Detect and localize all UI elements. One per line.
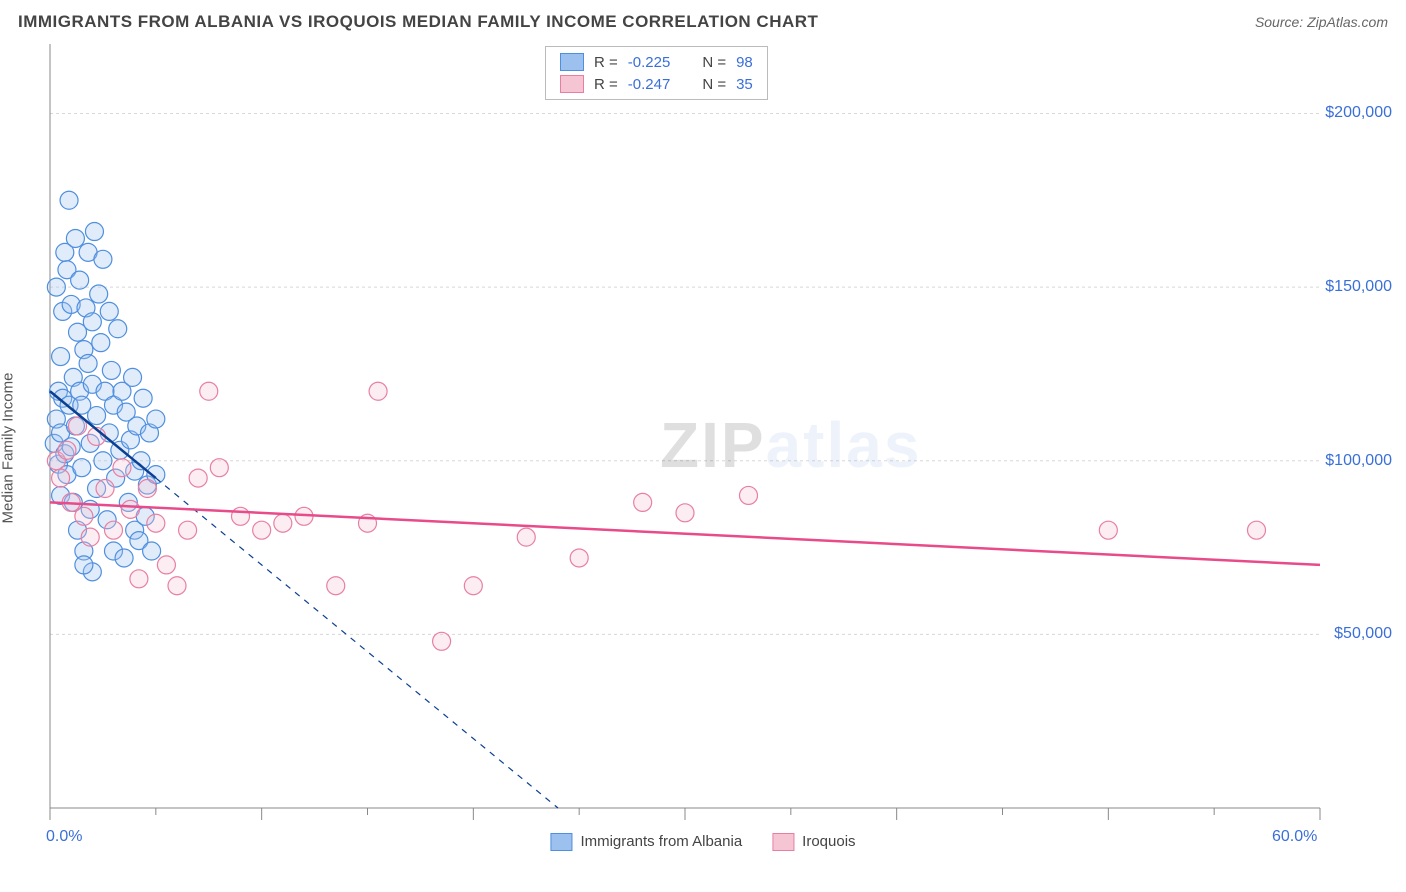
scatter-point [83,313,101,331]
x-tick-label-left: 0.0% [46,828,82,846]
scatter-point [79,354,97,372]
scatter-point [105,521,123,539]
r-label: R = [594,54,618,71]
scatter-point [109,320,127,338]
n-label: N = [702,76,726,93]
scatter-point [47,278,65,296]
scatter-point [138,480,156,498]
scatter-point [94,250,112,268]
scatter-point [274,514,292,532]
legend-item: Immigrants from Albania [550,833,742,851]
scatter-point [200,382,218,400]
scatter-point [81,528,99,546]
scatter-point [92,334,110,352]
legend: Immigrants from Albania Iroquois [550,826,855,858]
stats-box: R = -0.225 N = 98 R = -0.247 N = 35 [545,46,768,100]
scatter-point [60,191,78,209]
scatter-point [88,407,106,425]
scatter-point [130,570,148,588]
scatter-point [168,577,186,595]
scatter-point [327,577,345,595]
n-value: 35 [736,76,753,93]
scatter-point [210,459,228,477]
y-tick-label: $200,000 [1325,104,1392,122]
chart-header: IMMIGRANTS FROM ALBANIA VS IROQUOIS MEDI… [0,0,1406,38]
scatter-point [143,542,161,560]
scatter-point [102,361,120,379]
y-tick-label: $150,000 [1325,278,1392,296]
y-axis-title: Median Family Income [0,373,17,524]
scatter-point [517,528,535,546]
scatter-point [1248,521,1266,539]
scatter-point [52,469,70,487]
scatter-point [157,556,175,574]
scatter-point [75,507,93,525]
n-label: N = [702,54,726,71]
legend-item: Iroquois [772,833,855,851]
scatter-point [634,493,652,511]
legend-swatch [772,833,794,851]
r-value: -0.225 [628,54,671,71]
scatter-point [85,223,103,241]
scatter-point [369,382,387,400]
series-swatch [560,53,584,71]
scatter-point [73,459,91,477]
scatter-point [75,556,93,574]
scatter-point [740,486,758,504]
x-tick-label-right: 60.0% [1272,828,1317,846]
scatter-point [115,549,133,567]
scatter-point [232,507,250,525]
scatter-point [96,480,114,498]
n-value: 98 [736,54,753,71]
scatter-point [147,410,165,428]
r-value: -0.247 [628,76,671,93]
chart-title: IMMIGRANTS FROM ALBANIA VS IROQUOIS MEDI… [18,12,818,32]
scatter-point [90,285,108,303]
scatter-point [253,521,271,539]
scatter-point [100,302,118,320]
scatter-point [71,271,89,289]
scatter-point [147,514,165,532]
scatter-point [66,229,84,247]
scatter-point [179,521,197,539]
legend-label: Immigrants from Albania [580,833,742,850]
series-swatch [560,75,584,93]
scatter-point [121,500,139,518]
chart-source: Source: ZipAtlas.com [1255,14,1388,30]
scatter-point [464,577,482,595]
legend-swatch [550,833,572,851]
chart-svg [0,38,1406,858]
scatter-point [58,441,76,459]
correlation-chart: Median Family Income ZIPatlas$50,000$100… [0,38,1406,858]
r-label: R = [594,76,618,93]
scatter-point [134,389,152,407]
scatter-point [94,452,112,470]
y-tick-label: $50,000 [1334,625,1392,643]
scatter-point [52,348,70,366]
y-tick-label: $100,000 [1325,452,1392,470]
scatter-point [570,549,588,567]
trend-line-dashed [156,478,558,808]
scatter-point [433,632,451,650]
legend-label: Iroquois [802,833,855,850]
scatter-point [124,368,142,386]
scatter-point [1099,521,1117,539]
scatter-point [189,469,207,487]
scatter-point [676,504,694,522]
stats-row: R = -0.247 N = 35 [546,73,767,95]
scatter-point [113,459,131,477]
stats-row: R = -0.225 N = 98 [546,51,767,73]
